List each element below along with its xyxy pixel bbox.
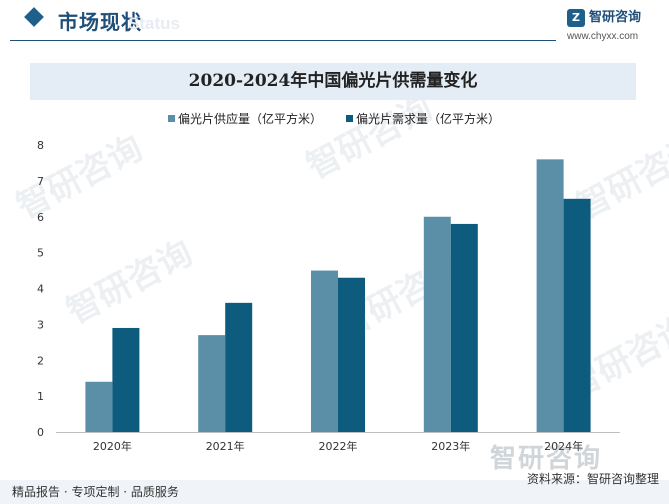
bar-supply [536,159,564,432]
page-header: 市场现状 Status Z 智研咨询 www.chyxx.com [0,0,669,44]
legend-swatch-supply [168,115,175,122]
brand-logo-icon: Z [567,9,585,27]
y-tick-label: 1 [37,390,44,403]
y-tick-label: 8 [37,139,44,152]
data-source: 资料来源：智研咨询整理 [526,472,659,486]
bar-demand [338,277,365,432]
y-tick-label: 4 [37,283,44,296]
legend-label-supply: 偏光片供应量（亿平方米） [178,112,323,126]
chart-title-band: 2020-2024年中国偏光片供需量变化 [30,63,636,100]
section-subtitle: Status [128,14,180,33]
bar-demand [563,198,591,432]
header-divider [10,40,556,41]
bar-demand [112,327,140,432]
footer-band [0,480,669,504]
x-tick-label: 2024年 [544,439,583,453]
y-tick-label: 5 [37,247,44,260]
legend-item-supply: 偏光片供应量（亿平方米） [168,110,322,128]
y-tick-label: 3 [37,318,44,331]
legend-item-demand: 偏光片需求量（亿平方米） [346,110,500,128]
section-title: 市场现状 [58,10,142,34]
y-tick-label: 0 [37,426,44,439]
brand-name: 智研咨询 [589,10,642,25]
x-tick-label: 2020年 [93,439,132,453]
bar-supply [423,216,451,432]
y-tick-label: 7 [37,175,44,188]
x-tick-label: 2021年 [206,439,245,453]
brand-url: www.chyxx.com [567,31,639,42]
footer-tagline: 精品报告 · 专项定制 · 品质服务 [12,485,179,499]
footer-watermark-brand: 智研咨询 [490,444,603,474]
x-tick-label: 2023年 [431,439,470,453]
y-tick-label: 6 [37,211,44,224]
x-tick-label: 2022年 [319,439,358,453]
legend-label-demand: 偏光片需求量（亿平方米） [356,112,501,126]
legend-swatch-demand [346,115,353,122]
bar-supply [198,335,226,432]
bar-supply [311,270,338,432]
bar-supply [85,381,113,432]
brand: Z 智研咨询 www.chyxx.com [567,9,663,43]
y-tick-label: 2 [37,354,44,367]
bar-demand [225,302,253,432]
chart-legend: 偏光片供应量（亿平方米） 偏光片需求量（亿平方米） [0,110,669,130]
chart-title: 2020-2024年中国偏光片供需量变化 [188,71,478,91]
bar-demand [450,223,478,432]
